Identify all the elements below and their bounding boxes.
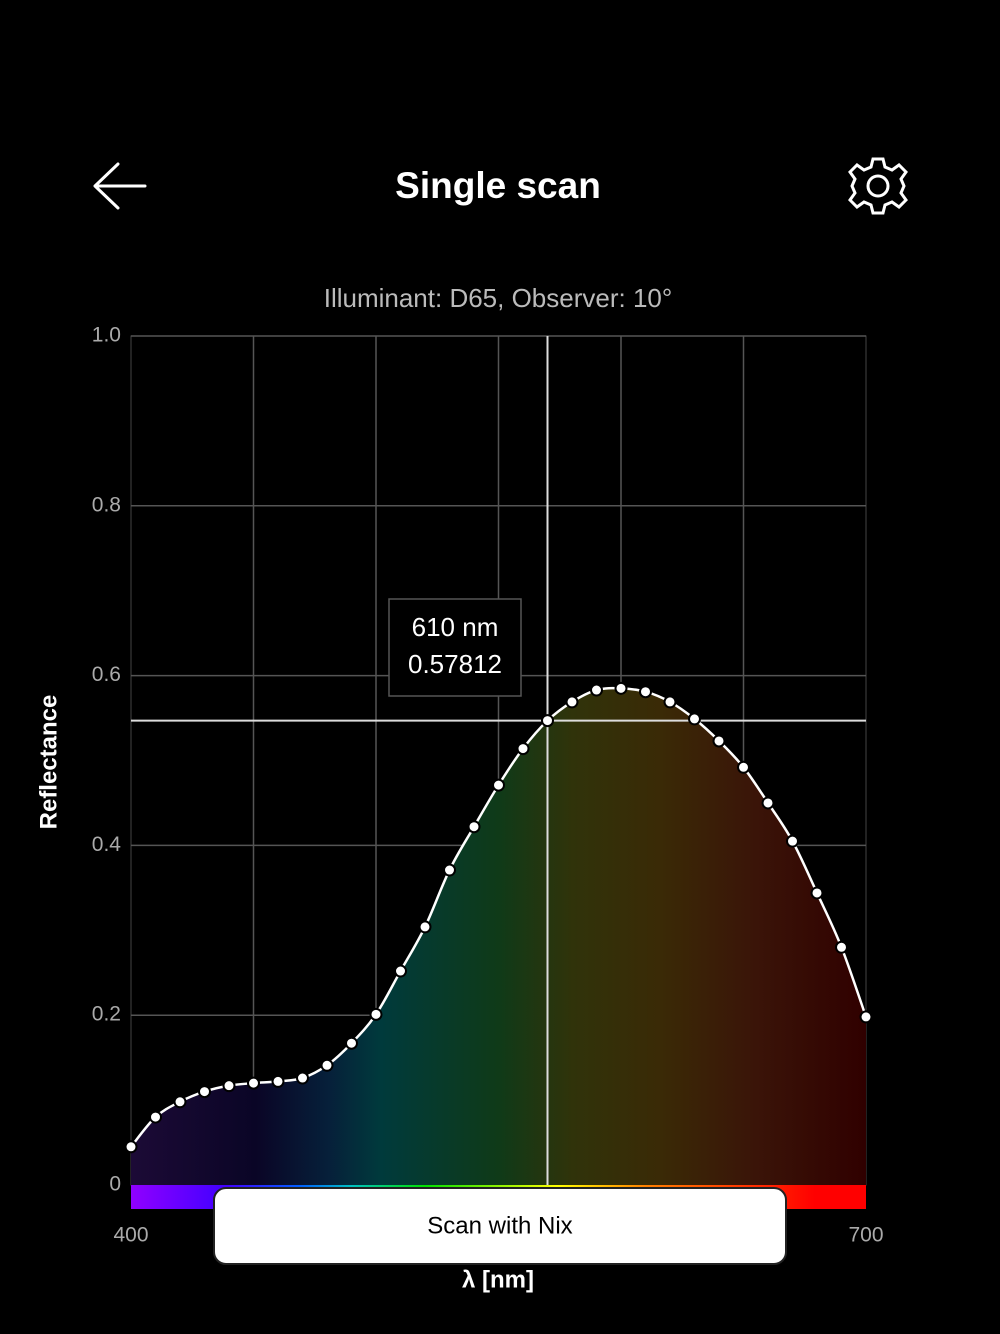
chart-subtitle: Illuminant: D65, Observer: 10° [324, 283, 673, 313]
tooltip-text: 0.57812 [408, 649, 502, 679]
data-point [712, 734, 726, 748]
data-point [124, 1140, 138, 1154]
data-point [247, 1076, 260, 1090]
back-button[interactable] [93, 162, 147, 210]
data-point [222, 1079, 236, 1093]
data-point [639, 685, 652, 699]
data-point [271, 1074, 285, 1088]
y-tick-label: 0.6 [92, 663, 121, 686]
data-point [198, 1085, 211, 1099]
x-tick-label: 700 [848, 1224, 883, 1247]
settings-button[interactable] [848, 157, 908, 215]
scan-button[interactable]: Scan with Nix [213, 1187, 787, 1265]
data-point [345, 1036, 358, 1050]
data-point [737, 760, 750, 774]
x-axis-label: λ [nm] [462, 1266, 534, 1293]
data-point [173, 1095, 187, 1109]
data-point [296, 1071, 309, 1085]
data-point [394, 964, 407, 978]
data-point [835, 940, 848, 954]
y-tick-label: 0.8 [92, 493, 121, 516]
data-point [541, 714, 554, 728]
data-point [859, 1010, 873, 1024]
tooltip: 610 nm 0.57812 [388, 598, 522, 697]
data-point [614, 681, 628, 695]
tooltip-box [388, 598, 522, 697]
y-tick-label: 1.0 [92, 324, 121, 347]
data-point [320, 1058, 334, 1072]
data-point [761, 796, 775, 810]
data-point [810, 886, 824, 900]
data-point [688, 712, 701, 726]
gear-icon[interactable] [848, 157, 908, 215]
data-point [516, 742, 530, 756]
x-tick-label: 400 [113, 1224, 148, 1247]
data-point [369, 1007, 383, 1021]
y-tick-label: 0.2 [92, 1003, 121, 1026]
back-arrow[interactable] [93, 162, 147, 210]
gear-hole[interactable] [866, 174, 890, 198]
tooltip-text: 610 nm [412, 612, 499, 642]
button-label[interactable]: Scan with Nix [427, 1212, 572, 1239]
button-background[interactable] [213, 1187, 787, 1265]
page-title: Single scan [395, 165, 601, 206]
y-axis-label: Reflectance [35, 695, 62, 830]
area [131, 688, 866, 1185]
data-point [590, 683, 603, 697]
data-point [663, 695, 677, 709]
data-point [149, 1110, 162, 1124]
chart: 0 0.2 0.4 0.6 0.8 1.0 400 700 λ [nm] Reflectance 6… [35, 324, 883, 1294]
data-point [492, 778, 505, 792]
data-point [467, 820, 481, 834]
data-point [786, 834, 799, 848]
y-tick-label: 0 [109, 1173, 121, 1196]
y-tick-label: 0.4 [92, 833, 122, 856]
data-point [418, 920, 432, 934]
data-point [443, 863, 456, 877]
data-point [565, 695, 579, 709]
